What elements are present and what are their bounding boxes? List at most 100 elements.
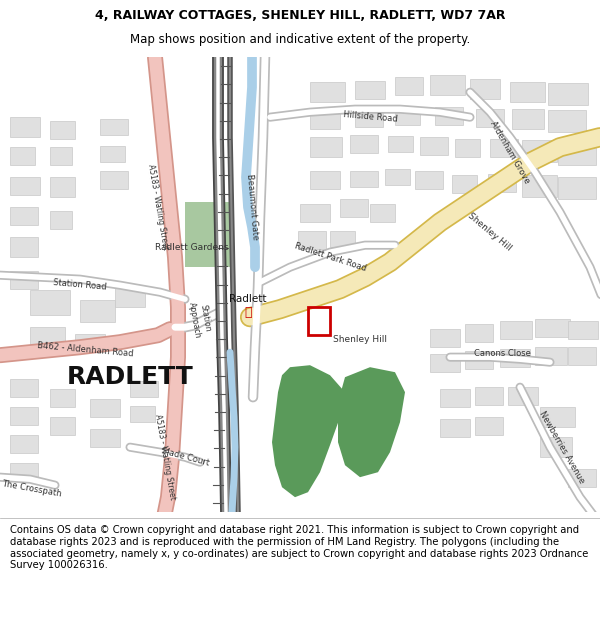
Bar: [395, 107, 420, 125]
Bar: [340, 199, 368, 217]
Polygon shape: [272, 365, 345, 497]
Bar: [10, 208, 38, 225]
Bar: [370, 204, 395, 222]
Bar: [50, 147, 72, 165]
Bar: [522, 140, 557, 162]
Bar: [470, 79, 500, 99]
Bar: [10, 435, 38, 453]
Text: Contains OS data © Crown copyright and database right 2021. This information is : Contains OS data © Crown copyright and d…: [10, 526, 588, 570]
Bar: [30, 327, 65, 347]
Bar: [430, 75, 465, 95]
Bar: [100, 146, 125, 162]
Text: Map shows position and indicative extent of the property.: Map shows position and indicative extent…: [130, 33, 470, 46]
Bar: [488, 174, 516, 192]
Bar: [475, 417, 503, 435]
Bar: [558, 143, 596, 165]
Bar: [568, 347, 596, 365]
Bar: [115, 287, 145, 307]
Text: Station Road: Station Road: [53, 278, 107, 292]
Bar: [75, 334, 105, 352]
Bar: [452, 175, 477, 193]
Bar: [355, 109, 383, 128]
Bar: [540, 437, 572, 457]
Bar: [330, 231, 355, 247]
Bar: [10, 379, 38, 398]
Bar: [568, 321, 598, 339]
Bar: [10, 177, 40, 195]
Bar: [10, 408, 38, 425]
Text: A5183 - Watling Street: A5183 - Watling Street: [146, 164, 170, 251]
Bar: [310, 111, 340, 129]
Bar: [475, 387, 503, 405]
Bar: [500, 349, 530, 367]
Text: Slade Court: Slade Court: [160, 446, 210, 468]
Text: B462 - Aldenham Road: B462 - Aldenham Road: [37, 341, 133, 359]
Text: A5183 - Watling Street: A5183 - Watling Street: [153, 414, 177, 501]
Bar: [508, 387, 538, 405]
Bar: [310, 137, 342, 157]
Bar: [522, 175, 557, 198]
Bar: [355, 81, 385, 99]
Bar: [420, 137, 448, 155]
Bar: [490, 139, 518, 157]
Text: Beaumont Gate: Beaumont Gate: [245, 174, 259, 241]
Text: Newberries Avenue: Newberries Avenue: [538, 409, 586, 485]
Bar: [430, 354, 460, 372]
Bar: [50, 177, 75, 198]
Bar: [310, 82, 345, 102]
Bar: [512, 109, 544, 129]
Bar: [440, 419, 470, 437]
Bar: [395, 77, 423, 95]
Bar: [30, 290, 70, 315]
Text: Shenley Hill: Shenley Hill: [333, 334, 387, 344]
Text: Radlett Gardens: Radlett Gardens: [155, 242, 229, 252]
Bar: [548, 83, 588, 105]
Polygon shape: [338, 367, 405, 477]
Bar: [50, 417, 75, 435]
Bar: [50, 211, 72, 229]
Bar: [500, 321, 532, 339]
Text: The Crosspath: The Crosspath: [1, 479, 62, 499]
Bar: [50, 389, 75, 408]
Bar: [388, 136, 413, 152]
Bar: [476, 109, 504, 128]
Bar: [440, 389, 470, 408]
Bar: [465, 324, 493, 342]
Bar: [100, 171, 128, 189]
Bar: [100, 119, 128, 135]
Bar: [10, 118, 40, 137]
Bar: [558, 177, 596, 199]
Bar: [535, 319, 570, 337]
Bar: [10, 237, 38, 257]
Text: Hillside Road: Hillside Road: [343, 111, 398, 124]
Bar: [350, 135, 378, 153]
Text: Radlett: Radlett: [229, 294, 267, 304]
Bar: [310, 171, 340, 189]
Bar: [80, 300, 115, 322]
Bar: [10, 271, 38, 289]
Bar: [308, 307, 330, 335]
Bar: [510, 82, 545, 102]
Text: Shenley Hill: Shenley Hill: [466, 211, 514, 253]
Bar: [568, 469, 596, 487]
Bar: [385, 169, 410, 185]
Text: ⛈: ⛈: [244, 306, 252, 319]
Text: Canons Close: Canons Close: [473, 349, 530, 358]
Bar: [130, 406, 155, 422]
Text: 4, RAILWAY COTTAGES, SHENLEY HILL, RADLETT, WD7 7AR: 4, RAILWAY COTTAGES, SHENLEY HILL, RADLE…: [95, 9, 505, 22]
Bar: [430, 329, 460, 347]
Bar: [535, 347, 567, 365]
Bar: [350, 171, 378, 187]
Bar: [455, 139, 480, 157]
Bar: [415, 171, 443, 189]
Bar: [465, 351, 493, 369]
Text: Aldenham Grove: Aldenham Grove: [488, 119, 532, 185]
Bar: [50, 121, 75, 139]
Bar: [185, 202, 230, 267]
Bar: [548, 110, 586, 132]
Bar: [90, 429, 120, 447]
Bar: [90, 399, 120, 417]
Bar: [300, 204, 330, 222]
Bar: [435, 107, 463, 125]
Text: Radlett Park Road: Radlett Park Road: [293, 241, 367, 273]
